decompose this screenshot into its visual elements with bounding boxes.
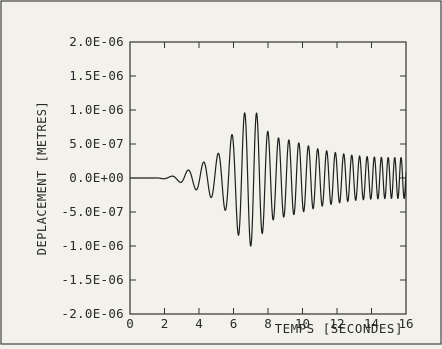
y-tick-label: 1.0E-06 [69,102,124,117]
displacement-series-line [129,112,407,247]
y-tick-label: -1.0E-06 [61,238,124,253]
y-tick-label: 1.5E-06 [69,68,124,83]
y-tick-label: -5.0E-07 [61,204,124,219]
y-tick-label: -2.0E-06 [61,306,124,321]
y-axis-label: DEPLACEMENT [METRES] [35,101,49,256]
y-tick-label: 2.0E-06 [69,34,124,49]
x-tick-label: 12 [329,316,344,331]
x-tick-label: 10 [295,316,310,331]
x-tick-label: 8 [264,316,272,331]
x-axis-ticks: 0 2 4 6 8 10 12 14 16 [126,42,414,331]
y-axis-ticks: 2.0E-06 1.5E-06 1.0E-06 5.0E-07 0.0E+00 -5.0E… [61,34,406,321]
x-tick-label: 14 [364,316,379,331]
x-tick-label: 0 [126,316,134,331]
plot-area [129,41,407,315]
x-axis-label: TEMPS [SECONDES] [275,321,403,336]
x-tick-label: 2 [161,316,169,331]
y-tick-label: 0.0E+00 [69,170,124,185]
x-tick-label: 16 [398,316,413,331]
y-tick-label: 5.0E-07 [69,136,124,151]
y-tick-label: -1.5E-06 [61,272,124,287]
x-tick-label: 6 [230,316,238,331]
x-tick-label: 4 [195,316,203,331]
